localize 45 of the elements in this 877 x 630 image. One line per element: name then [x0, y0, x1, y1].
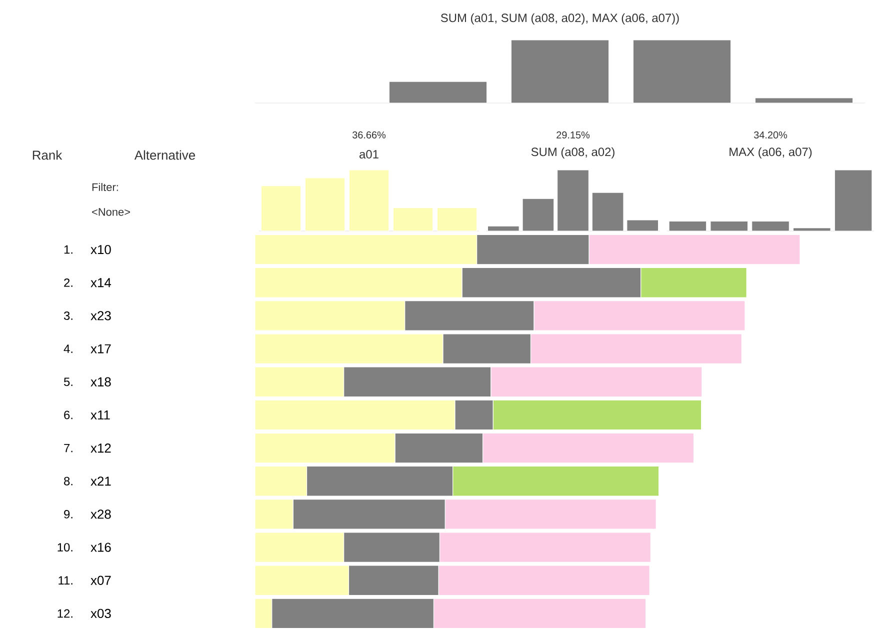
y-tick-label: x23: [90, 311, 111, 320]
text: 4.: [64, 344, 72, 353]
text: Alternative: [134, 150, 196, 160]
chart-subtitle: 34.20%: [754, 131, 788, 138]
bar: [487, 226, 520, 232]
text: 11.: [58, 576, 72, 584]
y-tick-label: x18: [90, 377, 111, 386]
y-tick-label: x11: [90, 410, 110, 420]
y-tick-label: x12: [90, 444, 111, 453]
text: 9.: [64, 510, 72, 518]
y-tick-label: x21: [90, 476, 111, 486]
y-tick-label: x07: [90, 576, 111, 585]
bar: [557, 170, 589, 232]
chart-subtitle: 36.66%: [352, 131, 386, 138]
chart-subtitle: 29.15%: [556, 131, 590, 138]
y-tick-label: x17: [90, 344, 111, 354]
y-tick-label: x16: [90, 542, 111, 552]
bar: [592, 192, 624, 232]
bar: [260, 186, 302, 232]
bar: [522, 198, 554, 232]
chart-title: a01: [360, 150, 378, 158]
bar: [392, 208, 434, 232]
chart-title: SUM (a01, SUM (a08, a02), MAX (a06, a07)): [440, 13, 679, 24]
text: Rank: [32, 150, 62, 160]
text: 7.: [64, 444, 72, 452]
text: <None>: [92, 208, 130, 216]
text: 6.: [64, 410, 72, 420]
chart-title: SUM (a08, a02): [531, 147, 614, 158]
y-tick-label: x03: [90, 608, 111, 618]
text: 3.: [64, 311, 72, 320]
y-tick-label: x14: [90, 278, 112, 288]
text: Filter:: [92, 182, 118, 192]
chart-title: MAX (a06, a07): [730, 147, 812, 158]
text: 1.: [64, 245, 72, 254]
bar: [436, 208, 478, 232]
bar: [304, 178, 346, 232]
bar: [348, 170, 390, 232]
text: 5.: [64, 378, 72, 386]
text: 10.: [58, 543, 72, 552]
bar: [626, 220, 659, 232]
y-tick-label: x10: [90, 244, 111, 254]
text: 2.: [64, 278, 72, 287]
text: 8.: [64, 476, 72, 486]
text: 12.: [58, 609, 72, 618]
y-tick-label: x28: [90, 510, 111, 519]
